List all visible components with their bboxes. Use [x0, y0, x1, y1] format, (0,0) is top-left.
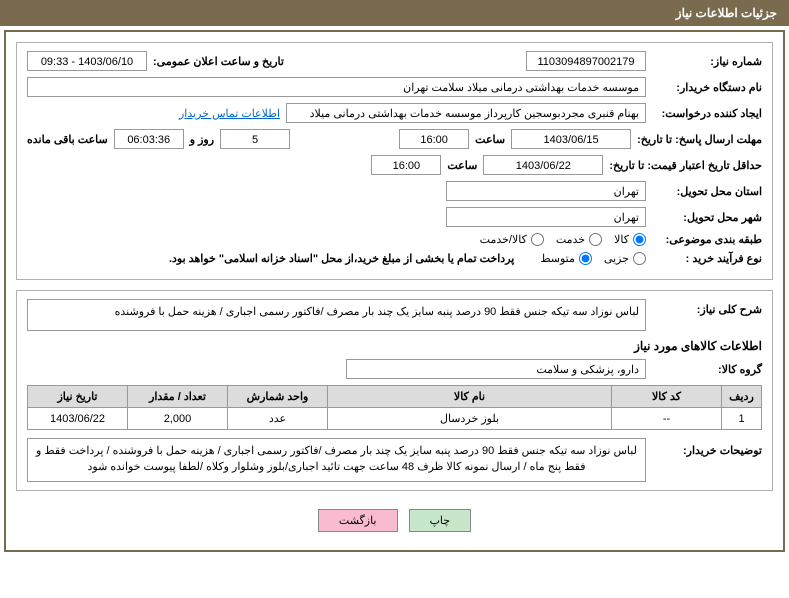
radio-medium[interactable]: متوسط [540, 252, 592, 265]
label-days-and: روز و [190, 133, 214, 146]
field-remaining-days: 5 [220, 129, 290, 149]
row-province: استان محل تحویل: تهران [27, 181, 762, 201]
th-qty: تعداد / مقدار [128, 386, 228, 408]
radio-service-label: خدمت [556, 233, 585, 246]
general-info-section: شماره نیاز: 1103094897002179 تاریخ و ساع… [16, 42, 773, 280]
items-section: شرح کلی نیاز: لباس نوزاد سه تیکه جنس فقط… [16, 290, 773, 491]
field-need-desc: لباس نوزاد سه تیکه جنس فقط 90 درصد پنبه … [27, 299, 646, 331]
cell-code: -- [612, 408, 722, 430]
radio-goods[interactable]: کالا [614, 233, 646, 246]
th-date: تاریخ نیاز [28, 386, 128, 408]
th-code: کد کالا [612, 386, 722, 408]
row-validity: حداقل تاریخ اعتبار قیمت: تا تاریخ: 1403/… [27, 155, 762, 175]
label-item-group: گروه کالا: [652, 363, 762, 376]
row-item-group: گروه کالا: دارو، پزشکی و سلامت [27, 359, 762, 379]
label-remaining: ساعت باقی مانده [27, 133, 108, 146]
label-need-number: شماره نیاز: [652, 55, 762, 68]
label-min-validity: حداقل تاریخ اعتبار قیمت: تا تاریخ: [609, 159, 762, 172]
field-requester: بهنام قنبری مجردبوسجین کارپرداز موسسه خد… [286, 103, 646, 123]
label-process: نوع فرآیند خرید : [652, 252, 762, 265]
cell-row: 1 [722, 408, 762, 430]
field-validity-date: 1403/06/22 [483, 155, 603, 175]
row-process: نوع فرآیند خرید : جزیی متوسط پرداخت تمام… [27, 252, 762, 265]
label-category: طبقه بندی موضوعی: [652, 233, 762, 246]
label-buyer-desc: توضیحات خریدار: [652, 438, 762, 457]
field-response-time: 16:00 [399, 129, 469, 149]
cell-unit: عدد [228, 408, 328, 430]
radio-goods-label: کالا [614, 233, 629, 246]
radio-medium-input[interactable] [579, 252, 592, 265]
title-bar: جزئیات اطلاعات نیاز [0, 0, 789, 26]
field-buyer-desc: لباس نوزاد سه تیکه جنس فقط 90 درصد پنبه … [27, 438, 646, 482]
radio-service[interactable]: خدمت [556, 233, 602, 246]
table-header-row: ردیف کد کالا نام کالا واحد شمارش تعداد /… [28, 386, 762, 408]
row-response-deadline: مهلت ارسال پاسخ: تا تاریخ: 1403/06/15 سا… [27, 129, 762, 149]
row-city: شهر محل تحویل: تهران [27, 207, 762, 227]
field-remaining-time: 06:03:36 [114, 129, 184, 149]
radio-medium-label: متوسط [540, 252, 575, 265]
process-note: پرداخت تمام یا بخشی از مبلغ خرید،از محل … [169, 252, 514, 265]
row-need-desc: شرح کلی نیاز: لباس نوزاد سه تیکه جنس فقط… [27, 299, 762, 331]
radio-goods-service[interactable]: کالا/خدمت [480, 233, 544, 246]
items-header: اطلاعات کالاهای مورد نیاز [27, 339, 762, 353]
field-province: تهران [446, 181, 646, 201]
row-category: طبقه بندی موضوعی: کالا خدمت کالا/خدمت [27, 233, 762, 246]
row-buyer-desc: توضیحات خریدار: لباس نوزاد سه تیکه جنس ف… [27, 438, 762, 482]
row-requester: ایجاد کننده درخواست: بهنام قنبری مجردبوس… [27, 103, 762, 123]
label-province: استان محل تحویل: [652, 185, 762, 198]
row-buyer-org: نام دستگاه خریدار: موسسه خدمات بهداشتی د… [27, 77, 762, 97]
label-time-2: ساعت [447, 159, 477, 172]
table-row: 1 -- بلوز خردسال عدد 2,000 1403/06/22 [28, 408, 762, 430]
radio-partial-label: جزیی [604, 252, 629, 265]
label-response-deadline: مهلت ارسال پاسخ: تا تاریخ: [637, 133, 762, 146]
th-row: ردیف [722, 386, 762, 408]
title-text: جزئیات اطلاعات نیاز [676, 6, 777, 20]
cell-name: بلوز خردسال [328, 408, 612, 430]
field-need-number: 1103094897002179 [526, 51, 646, 71]
field-validity-time: 16:00 [371, 155, 441, 175]
radio-goods-service-input[interactable] [531, 233, 544, 246]
label-city: شهر محل تحویل: [652, 211, 762, 224]
th-unit: واحد شمارش [228, 386, 328, 408]
radio-service-input[interactable] [589, 233, 602, 246]
label-need-desc: شرح کلی نیاز: [652, 299, 762, 316]
field-announce-dt: 1403/06/10 - 09:33 [27, 51, 147, 71]
radio-partial[interactable]: جزیی [604, 252, 646, 265]
items-table: ردیف کد کالا نام کالا واحد شمارش تعداد /… [27, 385, 762, 430]
field-item-group: دارو، پزشکی و سلامت [346, 359, 646, 379]
print-button[interactable]: چاپ [409, 509, 472, 532]
cell-qty: 2,000 [128, 408, 228, 430]
radio-goods-input[interactable] [633, 233, 646, 246]
label-requester: ایجاد کننده درخواست: [652, 107, 762, 120]
row-need-number: شماره نیاز: 1103094897002179 تاریخ و ساع… [27, 51, 762, 71]
main-frame: شماره نیاز: 1103094897002179 تاریخ و ساع… [4, 30, 785, 552]
radio-goods-service-label: کالا/خدمت [480, 233, 527, 246]
radio-partial-input[interactable] [633, 252, 646, 265]
field-buyer-org: موسسه خدمات بهداشتی درمانی میلاد سلامت ت… [27, 77, 646, 97]
radio-group-category: کالا خدمت کالا/خدمت [480, 233, 646, 246]
label-buyer-org: نام دستگاه خریدار: [652, 81, 762, 94]
label-time-1: ساعت [475, 133, 505, 146]
button-bar: چاپ بازگشت [16, 501, 773, 540]
link-buyer-contact[interactable]: اطلاعات تماس خریدار [179, 107, 280, 120]
th-name: نام کالا [328, 386, 612, 408]
back-button[interactable]: بازگشت [318, 509, 398, 532]
radio-group-process: جزیی متوسط [540, 252, 646, 265]
field-city: تهران [446, 207, 646, 227]
label-announce-dt: تاریخ و ساعت اعلان عمومی: [153, 55, 284, 68]
cell-date: 1403/06/22 [28, 408, 128, 430]
field-response-date: 1403/06/15 [511, 129, 631, 149]
